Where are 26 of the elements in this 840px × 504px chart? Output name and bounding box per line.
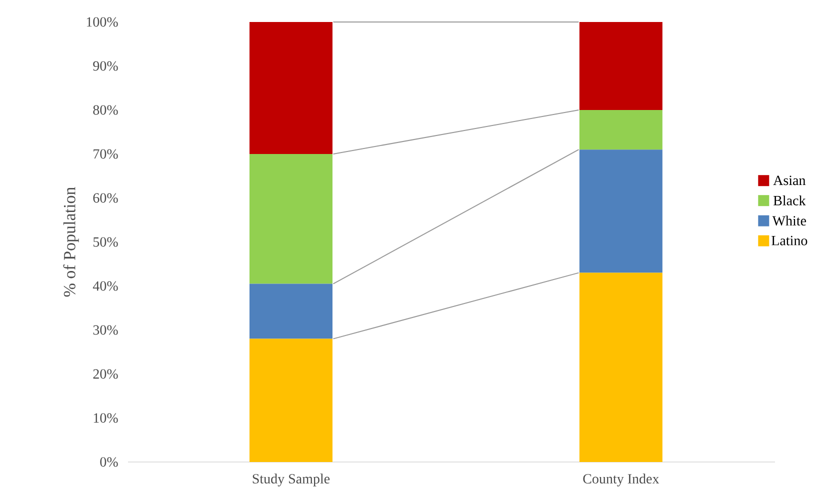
y-axis-title: % of Population [63,186,79,297]
y-tick-label: 90% [93,61,118,71]
y-tick-label: 10% [94,413,118,423]
y-tick-label: 20% [93,369,118,379]
y-tick-label: 60% [93,193,118,203]
bar [249,338,332,462]
legend-label: White [772,216,806,226]
y-tick-label: 0% [100,457,118,467]
bar [579,150,662,273]
legend-label: Asian [773,176,806,186]
y-tick-label: 70% [94,149,118,159]
x-tick-label: County Index [583,474,660,486]
bar [249,154,332,284]
legend-label: Latino [772,236,808,246]
y-tick-label: 40% [92,281,118,291]
bar [579,22,662,110]
bar [579,272,662,462]
y-tick-label: 100% [86,17,118,27]
x-tick-label: Study Sample [252,474,330,486]
bar [249,284,332,339]
bar [579,110,662,150]
bar [249,22,332,154]
y-tick-label: 80% [93,105,118,115]
y-tick-label: 30% [93,325,118,335]
y-tick-label: 50% [93,237,118,247]
legend-label: Black [774,195,806,206]
